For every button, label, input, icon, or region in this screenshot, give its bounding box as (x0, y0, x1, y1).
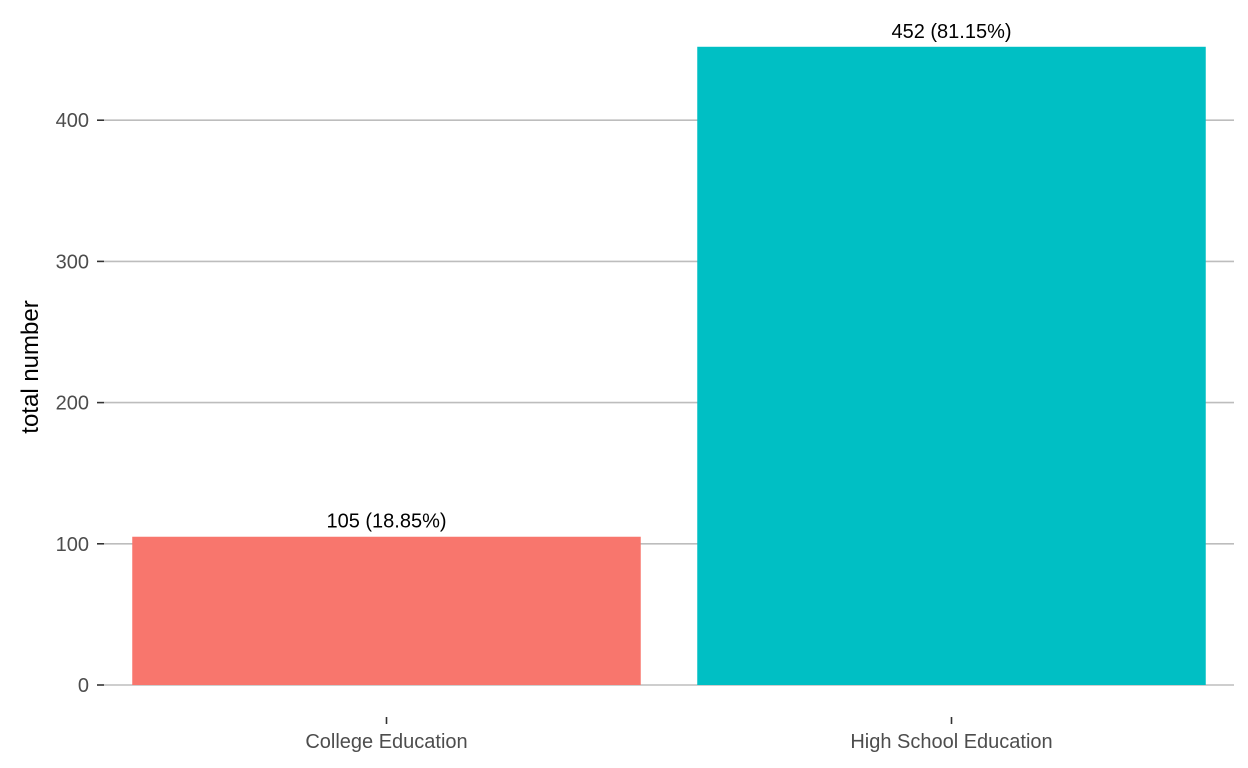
bar-value-label: 105 (18.85%) (326, 511, 446, 533)
bar (697, 46, 1206, 685)
y-axis-title: total number (17, 300, 44, 433)
bars (132, 46, 1206, 685)
bar-value-label: 452 (81.15%) (891, 21, 1011, 43)
axes: 0 100 200 300 400 College Education High Schoo… (56, 110, 1053, 753)
y-tick-label: 200 (56, 393, 89, 415)
y-tick-label: 300 (56, 251, 89, 273)
y-tick-label: 0 (78, 675, 89, 697)
y-tick-label: 400 (56, 110, 89, 132)
data-labels: 105 (18.85%) 452 (81.15%) (326, 21, 1011, 533)
x-tick-label: High School Education (850, 731, 1052, 753)
bar (132, 536, 641, 685)
y-tick-label: 100 (56, 534, 89, 556)
x-tick-label: College Education (305, 731, 467, 753)
